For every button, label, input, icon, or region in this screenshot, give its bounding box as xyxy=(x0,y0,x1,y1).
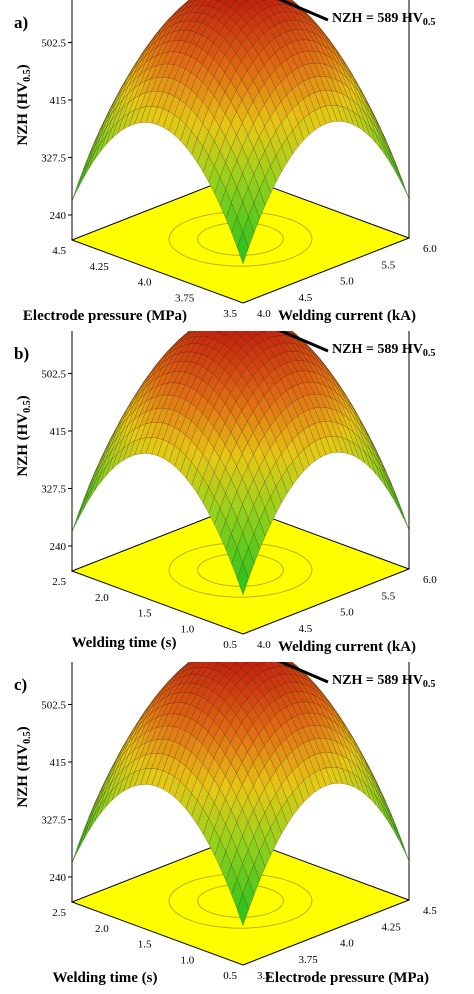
y-tick-label: 2.5 xyxy=(52,576,66,588)
peak-annotation: NZH = 589 HV0.5 xyxy=(332,673,435,690)
floor-contour-ring xyxy=(168,873,313,929)
surface-cell xyxy=(232,0,238,2)
surface-cell xyxy=(232,331,238,333)
panel-label: b) xyxy=(14,344,29,363)
back-wall-outline xyxy=(408,0,410,238)
x-tick-label: 5.5 xyxy=(382,590,396,602)
y-tick-label: 0.5 xyxy=(223,970,237,982)
surface-cell xyxy=(232,662,238,664)
z-tick-label: 415 xyxy=(50,426,67,438)
surface-cell xyxy=(237,562,249,596)
z-tick-label: 240 xyxy=(50,872,67,884)
chart-panel-a: 240327.5415502.55904.04.55.05.56.03.53.7… xyxy=(0,0,474,331)
y-tick-label: 3.5 xyxy=(223,308,237,320)
chart-panel-b: 240327.5415502.55904.04.55.05.56.00.51.0… xyxy=(0,331,474,662)
y-tick-label: 0.5 xyxy=(223,639,237,651)
x-axis-label: Welding current (kA) xyxy=(278,639,416,655)
z-tick-label: 327.5 xyxy=(41,153,66,165)
x-tick-label: 3.75 xyxy=(299,954,319,966)
z-tick-label: 415 xyxy=(50,95,67,107)
y-tick-label: 4.0 xyxy=(138,277,152,289)
x-tick-label: 4.25 xyxy=(382,921,402,933)
surface-cell xyxy=(71,172,84,201)
surface-cell xyxy=(237,893,249,927)
surface-plot-a: 240327.5415502.55904.04.55.05.56.03.53.7… xyxy=(14,0,437,324)
y-tick-label: 2.5 xyxy=(52,907,66,919)
surface-cell xyxy=(77,824,90,852)
response-surface xyxy=(71,662,410,927)
floor-contour-ring xyxy=(168,542,313,598)
y-tick-label: 1.5 xyxy=(138,608,152,620)
response-surface xyxy=(71,331,410,596)
y-axis-label: Welding time (s) xyxy=(53,970,158,986)
back-wall-outline xyxy=(408,662,410,900)
floor-contour-ring xyxy=(168,211,313,267)
x-axis-label: Electrode pressure (MPa) xyxy=(265,970,429,986)
z-tick-label: 502.5 xyxy=(41,700,66,712)
x-tick-label: 5.5 xyxy=(382,259,396,271)
surface-cell xyxy=(244,0,250,2)
surface-cell xyxy=(71,503,84,532)
z-tick-label: 502.5 xyxy=(41,369,66,381)
surface-cell xyxy=(237,231,249,265)
x-tick-label: 6.0 xyxy=(423,243,437,255)
z-axis-label: NZH (HV0.5) xyxy=(15,64,33,145)
z-tick-label: 502.5 xyxy=(41,38,66,50)
z-tick-label: 415 xyxy=(50,757,67,769)
annotation-leader xyxy=(277,331,329,353)
x-axis-label: Welding current (kA) xyxy=(278,308,416,324)
z-tick-label: 327.5 xyxy=(41,815,66,827)
y-tick-label: 2.0 xyxy=(95,592,109,604)
annotation-leader xyxy=(277,0,329,22)
z-axis-label: NZH (HV0.5) xyxy=(15,726,33,807)
surface-cell xyxy=(77,162,90,190)
x-tick-label: 4.0 xyxy=(257,639,271,651)
annotation-leader xyxy=(277,662,329,684)
z-tick-label: 240 xyxy=(50,541,67,553)
surface-cell xyxy=(397,502,410,530)
surface-cell xyxy=(244,662,250,664)
z-axis-label: NZH (HV0.5) xyxy=(15,395,33,476)
surface-cell xyxy=(77,493,90,521)
surface-cell xyxy=(392,160,404,188)
back-wall-outline xyxy=(408,331,410,569)
y-tick-label: 3.75 xyxy=(175,292,195,304)
x-tick-label: 5.0 xyxy=(340,607,354,619)
x-tick-label: 4.0 xyxy=(257,308,271,320)
surface-plot-c: 240327.5415502.55903.53.754.04.254.50.51… xyxy=(14,662,437,986)
x-tick-label: 3.5 xyxy=(257,970,271,982)
peak-annotation: NZH = 589 HV0.5 xyxy=(332,11,435,28)
x-tick-label: 5.0 xyxy=(340,276,354,288)
y-tick-label: 4.5 xyxy=(52,245,66,257)
surface-cell xyxy=(397,171,410,199)
x-tick-label: 4.5 xyxy=(299,292,313,304)
x-tick-label: 4.0 xyxy=(340,938,354,950)
panel-label: a) xyxy=(14,13,28,32)
surface-cell xyxy=(71,834,84,863)
x-tick-label: 6.0 xyxy=(423,574,437,586)
y-tick-label: 2.0 xyxy=(95,923,109,935)
z-tick-label: 327.5 xyxy=(41,484,66,496)
peak-annotation: NZH = 589 HV0.5 xyxy=(332,342,435,359)
y-axis-label: Welding time (s) xyxy=(72,635,177,651)
y-tick-label: 1.0 xyxy=(181,623,195,635)
surface-cell xyxy=(244,331,250,333)
y-tick-label: 4.25 xyxy=(90,261,110,273)
surface-cell xyxy=(392,491,404,519)
y-tick-label: 1.0 xyxy=(181,954,195,966)
y-axis-label: Electrode pressure (MPa) xyxy=(23,308,187,324)
surface-cell xyxy=(392,822,404,850)
surface-plot-b: 240327.5415502.55904.04.55.05.56.00.51.0… xyxy=(14,331,437,655)
surface-cell xyxy=(397,833,410,861)
z-tick-label: 240 xyxy=(50,210,67,222)
y-tick-label: 1.5 xyxy=(138,939,152,951)
x-tick-label: 4.5 xyxy=(423,905,437,917)
x-tick-label: 4.5 xyxy=(299,623,313,635)
chart-panel-c: 240327.5415502.55903.53.754.04.254.50.51… xyxy=(0,662,474,994)
panel-label: c) xyxy=(14,675,27,694)
